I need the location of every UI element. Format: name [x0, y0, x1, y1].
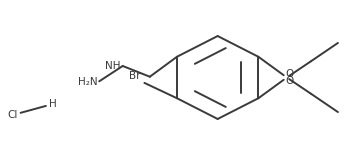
Text: NH: NH: [105, 61, 121, 71]
Text: H: H: [49, 99, 57, 109]
Text: H₂N: H₂N: [78, 77, 97, 87]
Text: O: O: [285, 69, 294, 79]
Text: Br: Br: [129, 71, 141, 81]
Text: Cl: Cl: [7, 110, 18, 120]
Text: O: O: [285, 76, 294, 86]
